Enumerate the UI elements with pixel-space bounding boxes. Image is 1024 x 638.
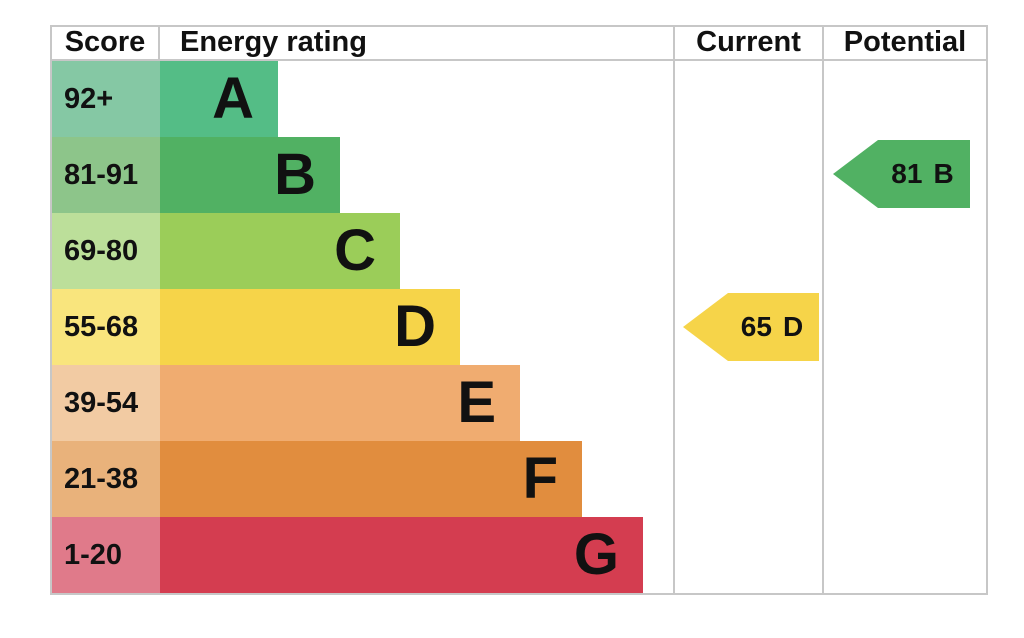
score-range-label: 55-68 xyxy=(52,289,160,365)
band-row-f: 21-38 F xyxy=(52,441,986,517)
score-range-label: 69-80 xyxy=(52,213,160,289)
rating-bar-e: E xyxy=(160,365,520,441)
potential-rating-arrow: 81 B xyxy=(833,140,970,208)
band-row-c: 69-80 C xyxy=(52,213,986,289)
rating-bar-area: G xyxy=(160,517,673,593)
potential-cell: 81 B xyxy=(822,137,986,213)
current-column-header: Current xyxy=(673,27,822,59)
epc-rating-chart: Score Energy rating Current Potential 92… xyxy=(50,25,988,595)
potential-cell xyxy=(822,289,986,365)
current-cell xyxy=(673,137,822,213)
score-range-label: 39-54 xyxy=(52,365,160,441)
rating-bar-area: A xyxy=(160,61,673,137)
band-row-g: 1-20 G xyxy=(52,517,986,593)
rating-bar-area: C xyxy=(160,213,673,289)
current-cell xyxy=(673,213,822,289)
band-letter: B xyxy=(274,142,316,207)
current-band-letter: D xyxy=(782,311,804,342)
score-range-label: 1-20 xyxy=(52,517,160,593)
band-letter: F xyxy=(522,446,558,511)
potential-cell xyxy=(822,213,986,289)
energy-rating-column-header: Energy rating xyxy=(180,26,367,58)
potential-band-letter: B xyxy=(933,158,954,189)
band-letter: C xyxy=(334,218,376,283)
band-letter: G xyxy=(573,522,619,587)
potential-score-value: 81 xyxy=(891,158,923,189)
current-cell xyxy=(673,365,822,441)
potential-cell xyxy=(822,441,986,517)
rating-bar-area: E xyxy=(160,365,673,441)
band-row-d: 55-68 D 65 D xyxy=(52,289,986,365)
rating-bar-area: B xyxy=(160,137,673,213)
rating-bar-a: A xyxy=(160,61,278,137)
potential-cell xyxy=(822,365,986,441)
current-rating-arrow: 65 D xyxy=(683,293,819,361)
potential-cell xyxy=(822,61,986,137)
potential-column-header: Potential xyxy=(822,27,986,59)
band-row-a: 92+ A xyxy=(52,61,986,137)
band-row-e: 39-54 E xyxy=(52,365,986,441)
band-row-b: 81-91 B 81 B xyxy=(52,137,986,213)
rating-bar-d: D xyxy=(160,289,460,365)
current-score-value: 65 xyxy=(740,311,772,342)
score-column-header: Score xyxy=(52,27,160,59)
score-range-label: 21-38 xyxy=(52,441,160,517)
header-row: Score Energy rating Current Potential xyxy=(52,27,986,61)
score-range-label: 81-91 xyxy=(52,137,160,213)
rating-bar-b: B xyxy=(160,137,340,213)
rating-bar-g: G xyxy=(160,517,643,593)
band-letter: D xyxy=(394,294,436,359)
rating-bar-area: F xyxy=(160,441,673,517)
current-cell xyxy=(673,517,822,593)
rating-bar-f: F xyxy=(160,441,582,517)
current-cell xyxy=(673,441,822,517)
band-letter: A xyxy=(212,66,254,131)
current-cell xyxy=(673,61,822,137)
potential-cell xyxy=(822,517,986,593)
band-letter: E xyxy=(457,370,496,435)
score-range-label: 92+ xyxy=(52,61,160,137)
rating-bar-area: D xyxy=(160,289,673,365)
current-cell: 65 D xyxy=(673,289,822,365)
rating-bar-c: C xyxy=(160,213,400,289)
